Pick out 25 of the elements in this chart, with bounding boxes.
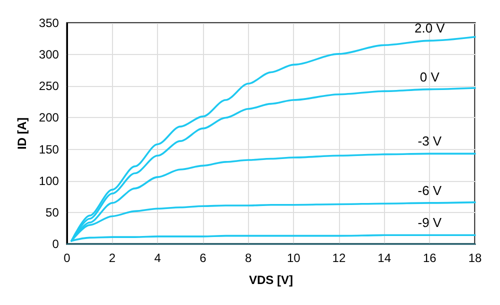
- series-label: -9 V: [418, 215, 442, 230]
- series-label: 0 V: [420, 69, 440, 84]
- y-tick-label: 150: [38, 142, 60, 156]
- x-tick-label: 0: [64, 251, 71, 265]
- x-tick-label: 4: [154, 251, 162, 265]
- series-label: -3 V: [418, 134, 442, 149]
- x-tick-label: 12: [332, 251, 346, 265]
- series-label: 2.0 V: [414, 20, 446, 36]
- y-tick-label: 350: [38, 16, 60, 30]
- y-tick-label: 0: [52, 237, 60, 251]
- y-tick-label: 300: [38, 48, 60, 62]
- y-tick-label: 100: [38, 174, 60, 188]
- x-tick-label: 2: [108, 251, 116, 265]
- y-axis-title: ID [A]: [15, 118, 29, 150]
- y-tick-label: 50: [46, 205, 60, 220]
- x-tick-label: 16: [422, 251, 437, 265]
- y-tick-label: 250: [38, 79, 60, 94]
- y-tick-label: 200: [38, 110, 60, 125]
- x-tick-label: 10: [286, 251, 301, 265]
- series-label: -6 V: [418, 182, 442, 198]
- x-axis-title: VDS [V]: [248, 273, 293, 287]
- x-tick-label: 6: [200, 251, 207, 265]
- x-tick-label: 14: [378, 251, 392, 265]
- x-tick-label: 18: [468, 251, 482, 265]
- x-tick-label: 8: [244, 251, 252, 265]
